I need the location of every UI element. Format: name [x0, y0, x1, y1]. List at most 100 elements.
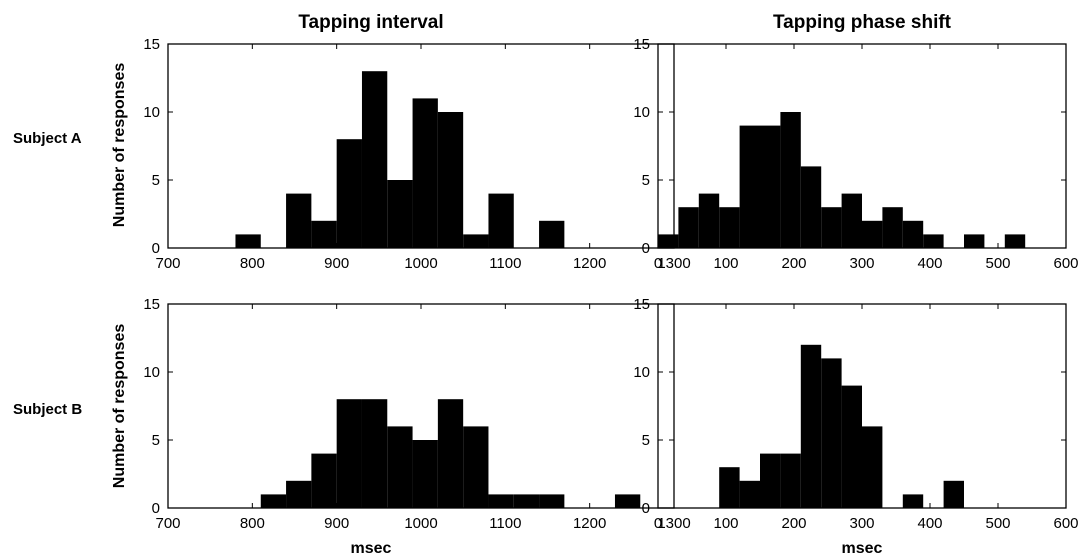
x-tick-label: 800 — [240, 515, 265, 532]
y-tick-label: 0 — [152, 240, 160, 257]
x-tick-label: 300 — [849, 255, 874, 272]
histogram-bar — [801, 166, 821, 248]
ylabel-bottom: Number of responses — [111, 324, 128, 489]
histogram-bar — [261, 494, 286, 508]
histogram-bar — [387, 426, 412, 508]
histogram-bar — [413, 98, 438, 248]
y-tick-label: 5 — [152, 172, 160, 189]
x-tick-label: 1000 — [404, 255, 437, 272]
y-tick-label: 15 — [633, 36, 650, 53]
histogram-bar — [488, 494, 513, 508]
x-tick-label: 700 — [155, 515, 180, 532]
histogram-bar — [740, 126, 760, 248]
x-tick-label: 1100 — [489, 255, 521, 272]
histogram-bar — [539, 494, 564, 508]
x-tick-label: 1300 — [657, 255, 690, 272]
histogram-bar — [615, 494, 640, 508]
histogram-bar — [842, 386, 862, 508]
histogram-bar — [842, 194, 862, 248]
x-tick-label: 1000 — [404, 515, 437, 532]
y-tick-label: 15 — [143, 296, 160, 313]
histogram-bar — [286, 194, 311, 248]
histogram-bar — [1005, 234, 1025, 248]
row-label-subject-a: Subject A — [13, 130, 82, 147]
histogram-bar — [413, 440, 438, 508]
histogram-bar — [362, 399, 387, 508]
y-tick-label: 10 — [633, 104, 650, 121]
y-tick-label: 0 — [642, 500, 650, 517]
histogram-bar — [964, 234, 984, 248]
histogram-bar — [463, 234, 488, 248]
histogram-bar — [719, 207, 739, 248]
x-tick-label: 900 — [324, 255, 349, 272]
y-tick-label: 5 — [152, 432, 160, 449]
y-tick-label: 5 — [642, 172, 650, 189]
histogram-bar — [923, 234, 943, 248]
x-tick-label: 500 — [985, 515, 1010, 532]
histogram-bar — [801, 345, 821, 508]
x-tick-label: 1200 — [573, 255, 606, 272]
histogram-bar — [311, 221, 336, 248]
y-tick-label: 10 — [143, 364, 160, 381]
x-tick-label: 1300 — [657, 515, 690, 532]
y-tick-label: 15 — [633, 296, 650, 313]
histogram-bar — [903, 221, 923, 248]
x-tick-label: 100 — [713, 255, 738, 272]
xlabel-right: msec — [842, 540, 883, 557]
x-tick-label: 200 — [781, 255, 806, 272]
histogram-bar — [658, 234, 678, 248]
x-tick-label: 0 — [654, 255, 662, 272]
histogram-bar — [438, 399, 463, 508]
x-tick-label: 600 — [1053, 255, 1078, 272]
y-tick-label: 0 — [152, 500, 160, 517]
histogram-bar — [821, 207, 841, 248]
x-tick-label: 600 — [1053, 515, 1078, 532]
x-tick-label: 1200 — [573, 515, 606, 532]
histogram-bar — [862, 426, 882, 508]
histogram-bar — [463, 426, 488, 508]
x-tick-label: 900 — [324, 515, 349, 532]
histogram-bar — [438, 112, 463, 248]
histogram-bar — [719, 467, 739, 508]
histogram-bar — [944, 481, 964, 508]
histogram-bar — [235, 234, 260, 248]
histogram-bar — [699, 194, 719, 248]
histogram-bar — [882, 207, 902, 248]
y-tick-label: 5 — [642, 432, 650, 449]
x-tick-label: 100 — [713, 515, 738, 532]
x-tick-label: 1100 — [489, 515, 521, 532]
histogram-bar — [862, 221, 882, 248]
x-tick-label: 500 — [985, 255, 1010, 272]
title-tapping-phase-shift: Tapping phase shift — [773, 12, 952, 33]
x-tick-label: 400 — [917, 255, 942, 272]
histogram-bar — [821, 358, 841, 508]
histogram-bar — [780, 112, 800, 248]
y-tick-label: 0 — [642, 240, 650, 257]
histogram-bar — [387, 180, 412, 248]
histogram-bar — [903, 494, 923, 508]
x-tick-label: 200 — [781, 515, 806, 532]
histogram-bar — [362, 71, 387, 248]
histogram-bar — [740, 481, 760, 508]
x-tick-label: 300 — [849, 515, 874, 532]
title-tapping-interval: Tapping interval — [298, 12, 443, 33]
ylabel-top: Number of responses — [111, 63, 128, 228]
x-tick-label: 700 — [155, 255, 180, 272]
histogram-panel-2: 0 100 200 300 400 500 600 0 5 10 15 — [633, 36, 1078, 272]
x-tick-label: 400 — [917, 515, 942, 532]
histogram-bar — [286, 481, 311, 508]
row-label-subject-b: Subject B — [13, 401, 82, 418]
y-tick-label: 10 — [143, 104, 160, 121]
histogram-bar — [311, 454, 336, 508]
x-tick-label: 800 — [240, 255, 265, 272]
histogram-panel-4: 0 100 200 300 400 500 600 0 5 10 15 — [633, 296, 1078, 532]
x-tick-label: 0 — [654, 515, 662, 532]
histogram-bar — [337, 139, 362, 248]
histogram-bar — [780, 454, 800, 508]
xlabel-left: msec — [351, 540, 392, 557]
histogram-bar — [760, 126, 780, 248]
histogram-bar — [760, 454, 780, 508]
